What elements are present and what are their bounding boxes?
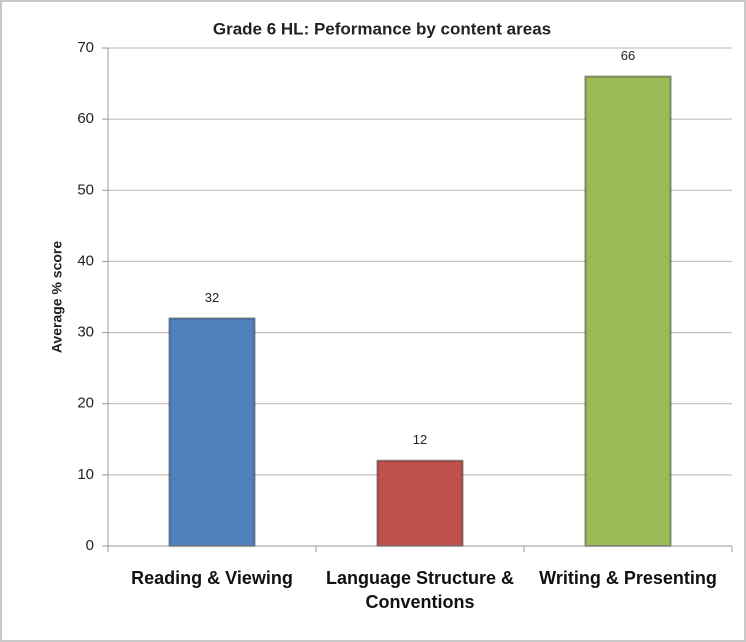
data-label: 12 — [413, 432, 427, 447]
data-label: 66 — [621, 48, 635, 63]
y-tick-label: 40 — [77, 252, 94, 269]
y-tick-label: 10 — [77, 466, 94, 483]
x-tick-label: Language Structure & Conventions — [325, 568, 515, 612]
y-tick-label: 50 — [77, 181, 94, 198]
bar — [168, 317, 256, 548]
y-tick-label: 30 — [77, 324, 94, 341]
y-axis-label: Average % score — [49, 241, 65, 354]
data-label: 32 — [205, 290, 219, 305]
chart-title: Grade 6 HL: Peformance by content areas — [213, 19, 551, 38]
x-tick-label: Reading & Viewing — [131, 568, 293, 588]
x-tick-label: Writing & Presenting — [539, 568, 717, 588]
y-tick-label: 20 — [77, 395, 94, 412]
y-tick-label: 0 — [86, 537, 94, 554]
bar — [376, 459, 464, 547]
y-tick-label: 70 — [77, 39, 94, 56]
bar — [584, 75, 672, 547]
y-tick-label: 60 — [77, 110, 94, 127]
